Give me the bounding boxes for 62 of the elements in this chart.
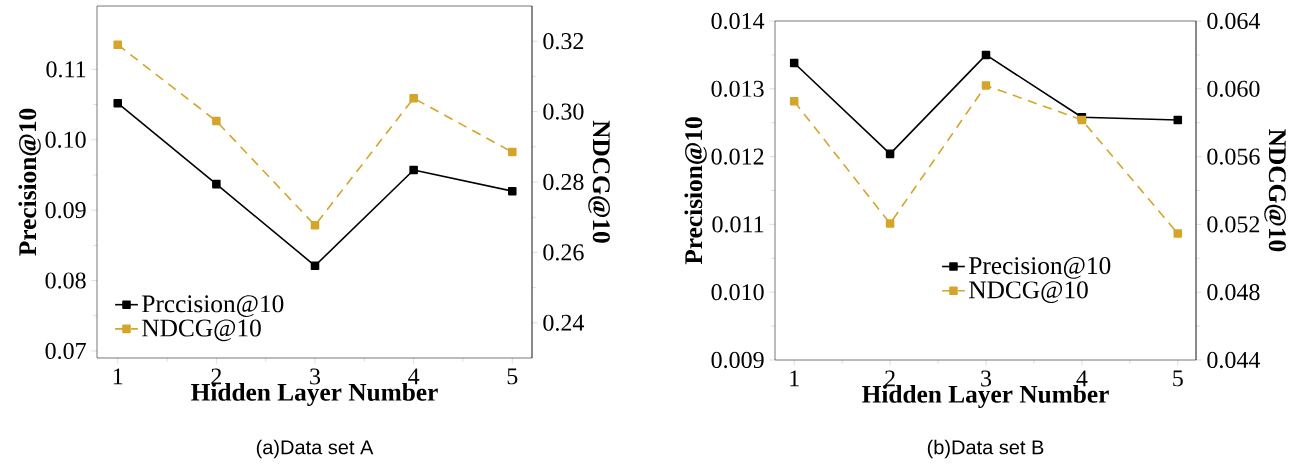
y2-tick-label: 0.24 <box>543 314 585 331</box>
point <box>1173 229 1183 238</box>
legend-label: NDCG@10 <box>969 281 1088 303</box>
y-tick-label: 0.11 <box>46 61 86 78</box>
y-tick-label: 0.014 <box>711 12 765 30</box>
x-axis-title: Hidden Layer Number <box>862 385 1109 409</box>
y2-tick-label: 0.26 <box>543 244 584 261</box>
y2-tick-label: 0.064 <box>1207 12 1261 30</box>
y2-tick-label: 0.048 <box>1207 284 1260 301</box>
legend-label: Prccision@10 <box>142 295 284 317</box>
y-axis-title: Precision@10 <box>684 117 707 265</box>
y2-tick-label: 0.28 <box>543 173 584 191</box>
x-tick-label: 1 <box>790 370 799 387</box>
x-tick-label: 2 <box>211 368 222 385</box>
legend-label: NDCG@10 <box>142 319 261 342</box>
point <box>981 50 991 60</box>
y-tick-label: 0.012 <box>711 148 764 165</box>
point <box>212 179 221 189</box>
x-tick-label: 2 <box>885 370 895 387</box>
y-tick-label: 0.011 <box>712 216 764 233</box>
y2-axis-title: NDCG@10 <box>588 120 610 243</box>
point <box>212 116 221 126</box>
y2-tick-label: 0.32 <box>543 33 584 50</box>
point <box>981 81 991 90</box>
point <box>885 149 895 159</box>
x-tick-label: 1 <box>113 368 123 385</box>
point <box>789 58 799 68</box>
x-tick-label: 3 <box>310 368 321 385</box>
y2-tick-label: 0.052 <box>1207 216 1260 233</box>
x-tick-label: 4 <box>1076 370 1088 387</box>
y-tick-label: 0.013 <box>711 80 764 97</box>
x-tick-label: 4 <box>408 368 420 385</box>
y2-tick-label: 0.30 <box>543 103 584 120</box>
y-tick-label: 0.07 <box>45 342 86 360</box>
point <box>113 98 122 108</box>
y-axis-title: Precision@10 <box>18 108 41 256</box>
x-tick-label: 5 <box>1173 370 1183 387</box>
x-tick-label: 5 <box>507 368 518 385</box>
y2-axis-title: NDCG@10 <box>1264 129 1286 252</box>
point <box>508 147 517 157</box>
point <box>1173 115 1183 125</box>
y-tick-label: 0.009 <box>711 351 764 369</box>
x-axis-title: Hidden Layer Number <box>191 383 438 407</box>
point <box>789 97 799 106</box>
point <box>885 219 895 228</box>
y-tick-label: 0.10 <box>45 131 86 148</box>
point <box>113 40 122 49</box>
y2-tick-label: 0.044 <box>1207 351 1261 369</box>
point <box>310 221 320 230</box>
x-tick-label: 3 <box>981 370 992 387</box>
y-tick-label: 0.09 <box>45 202 86 219</box>
point <box>310 261 320 271</box>
y2-tick-label: 0.060 <box>1207 80 1260 97</box>
point <box>409 93 418 103</box>
y-tick-label: 0.08 <box>45 272 86 289</box>
text: (a)Data set A <box>256 439 374 459</box>
point <box>508 186 517 196</box>
point <box>409 165 418 175</box>
y2-tick-label: 0.056 <box>1207 148 1260 165</box>
y-tick-label: 0.010 <box>711 284 764 301</box>
text: (b)Data set B <box>927 439 1044 459</box>
legend-label: Precision@10 <box>969 257 1111 279</box>
